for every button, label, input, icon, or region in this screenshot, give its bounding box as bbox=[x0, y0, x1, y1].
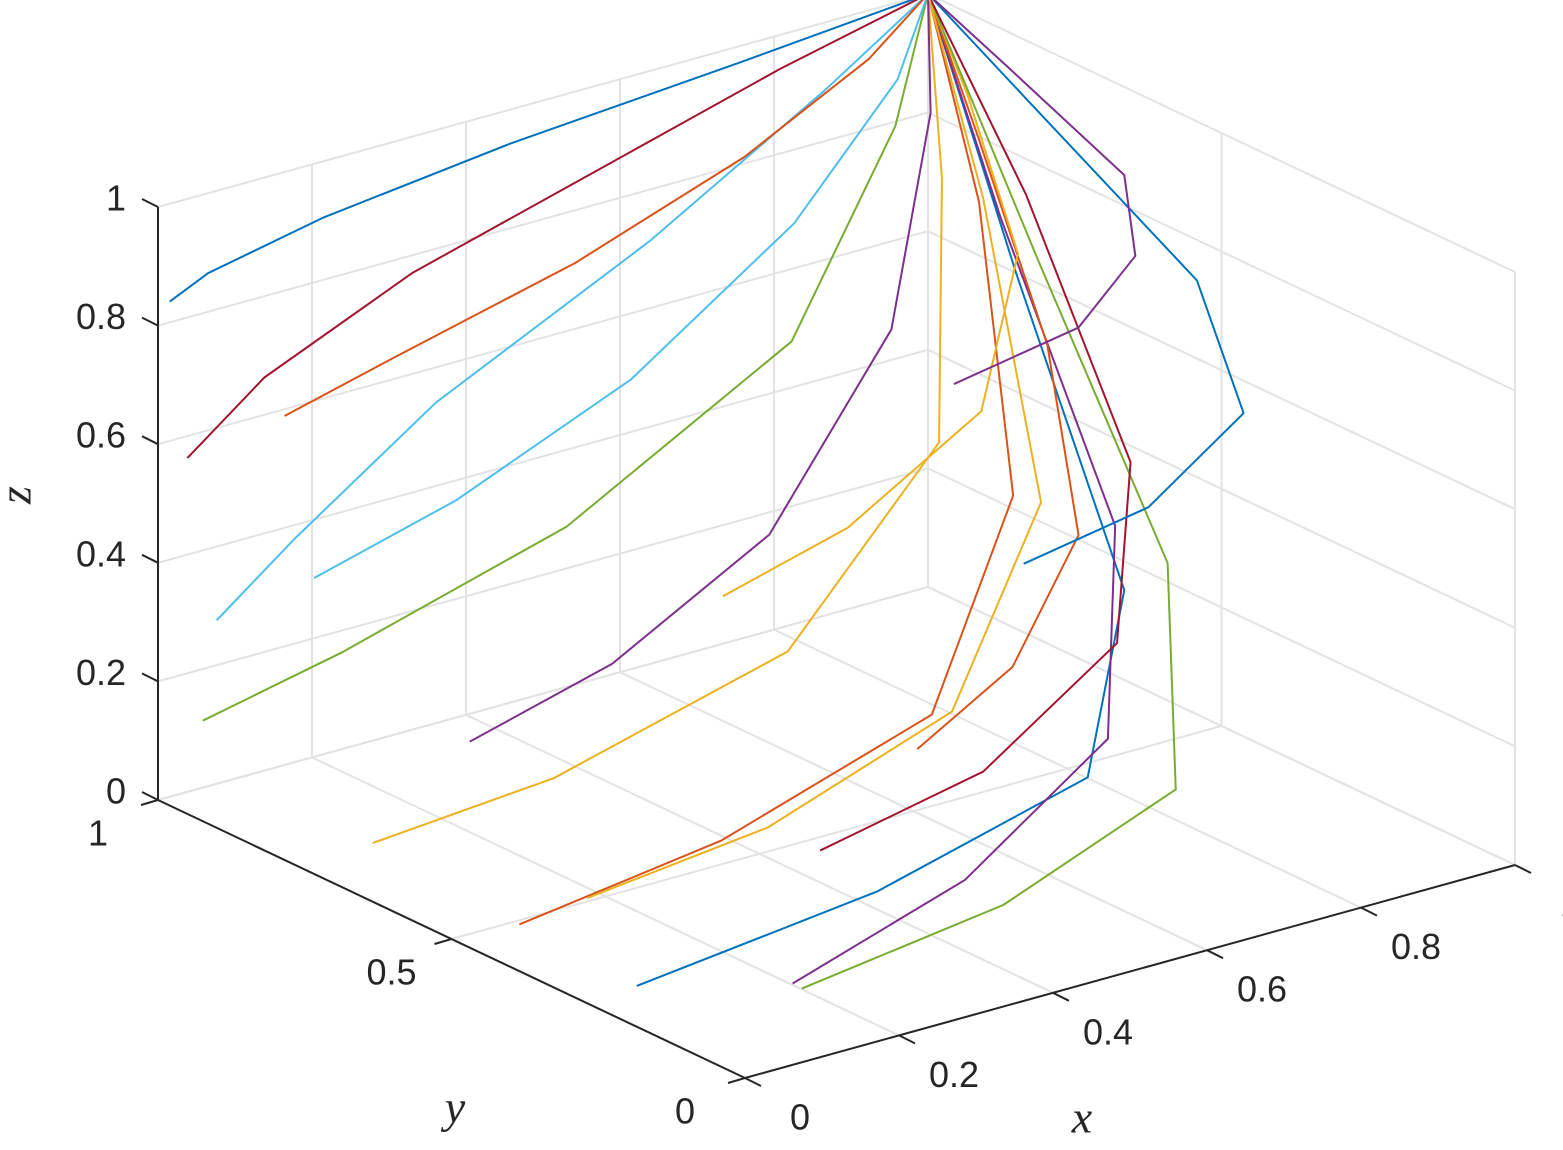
y-tick-label: 0 bbox=[675, 1091, 695, 1132]
z-tick-label: 0.2 bbox=[76, 652, 126, 693]
x-tick-label: 0.8 bbox=[1391, 926, 1441, 967]
z-axis-label: z bbox=[0, 486, 41, 505]
y-tick bbox=[727, 1077, 746, 1084]
grid-line bbox=[927, 111, 1516, 392]
grid-line bbox=[157, 467, 929, 683]
grid-line bbox=[927, 586, 1516, 866]
z-tick-label: 0 bbox=[106, 771, 126, 812]
trajectory bbox=[202, 0, 928, 722]
trajectory bbox=[932, 0, 1245, 565]
z-tick-label: 1 bbox=[106, 178, 126, 219]
trajectory bbox=[933, 0, 1137, 385]
grid-line bbox=[157, 111, 929, 327]
x-tick bbox=[744, 1077, 762, 1087]
z-tick bbox=[141, 198, 159, 208]
y-tick-label: 1 bbox=[88, 813, 108, 854]
trajectory bbox=[636, 0, 1126, 987]
trajectory bbox=[372, 0, 943, 845]
x-tick-label: 0.2 bbox=[929, 1054, 979, 1095]
trajectory bbox=[586, 0, 1043, 899]
trajectory bbox=[801, 0, 1177, 990]
trajectory bbox=[186, 0, 919, 459]
grid-line bbox=[157, 586, 929, 801]
x-tick-label: 0.4 bbox=[1083, 1011, 1133, 1052]
x-tick bbox=[1052, 991, 1070, 1002]
trajectory bbox=[469, 0, 932, 743]
x-tick-label: 0 bbox=[790, 1097, 810, 1138]
trajectory bbox=[722, 0, 1019, 598]
grid-line bbox=[927, 467, 1516, 748]
x-tick bbox=[1206, 949, 1224, 960]
trajectory bbox=[819, 0, 1132, 852]
y-tick bbox=[434, 938, 452, 945]
x-axis bbox=[744, 864, 1516, 1079]
trajectory bbox=[215, 0, 924, 621]
x-tick bbox=[1514, 864, 1532, 874]
y-axis-label: y bbox=[441, 1082, 466, 1133]
x-tick-label: 0.6 bbox=[1237, 969, 1287, 1010]
grid-line bbox=[157, 348, 929, 564]
z-tick bbox=[141, 316, 159, 327]
x-tick bbox=[898, 1034, 916, 1045]
x-tick-label: 1 bbox=[1560, 884, 1563, 925]
trajectory bbox=[518, 0, 1015, 926]
z-tick-label: 0.8 bbox=[76, 296, 126, 337]
z-tick bbox=[141, 553, 159, 564]
grid-line bbox=[938, 0, 1516, 273]
x-axis-label: x bbox=[1071, 1092, 1093, 1143]
grid-line bbox=[157, 230, 929, 446]
z-tick bbox=[141, 435, 159, 446]
grid-line bbox=[157, 0, 911, 208]
grid-line bbox=[927, 348, 1516, 629]
z-tick bbox=[141, 672, 159, 683]
trajectory bbox=[792, 0, 1117, 985]
z-tick bbox=[141, 791, 159, 801]
trajectory bbox=[284, 0, 924, 417]
x-tick bbox=[1360, 906, 1378, 917]
z-tick-label: 0.4 bbox=[76, 533, 126, 574]
grid-line bbox=[451, 725, 1222, 940]
trajectory bbox=[169, 0, 915, 303]
y-tick-label: 0.5 bbox=[366, 952, 416, 993]
trajectory bbox=[916, 0, 1080, 750]
trajectory bbox=[313, 0, 927, 579]
y-tick bbox=[140, 799, 159, 806]
z-tick-label: 0.6 bbox=[76, 415, 126, 456]
